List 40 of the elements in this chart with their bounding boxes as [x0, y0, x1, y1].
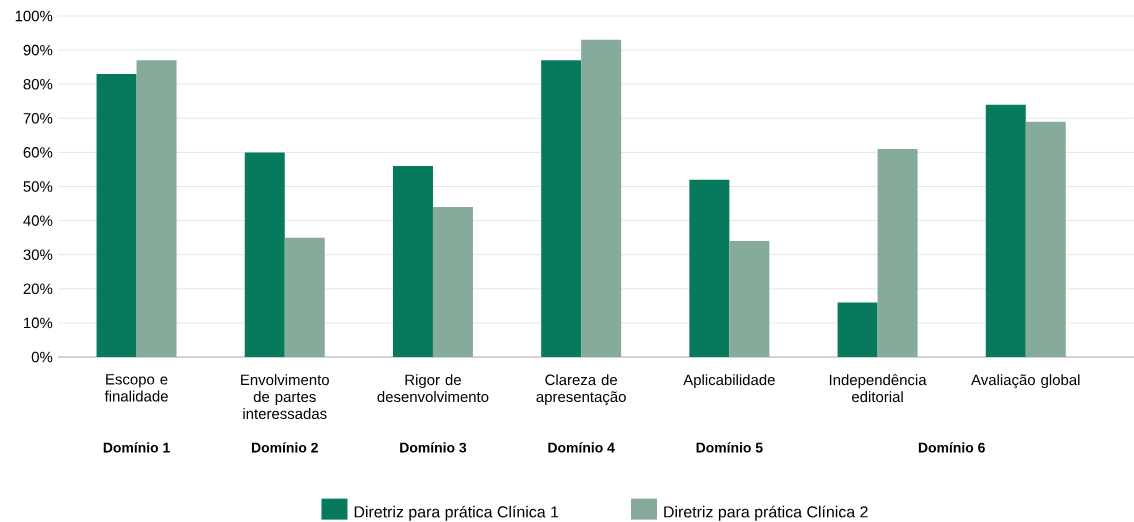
y-tick-label: 50% [23, 181, 53, 192]
text: Domínio 4 [548, 442, 615, 453]
y-tick-label: 80% [23, 78, 53, 90]
legend-label: Diretriz para prática Clínica 2 [664, 505, 868, 521]
x-tick-label: Rigor de desenvolvimento [377, 374, 489, 403]
bar [96, 73, 137, 357]
text: Domínio 6 [918, 442, 985, 453]
bar [729, 241, 770, 357]
y-tick-label: 40% [23, 215, 53, 226]
x-tick-label: Clareza de apresentação [536, 374, 626, 406]
y-tick-label: 10% [24, 317, 53, 329]
text: Domínio 1 [103, 442, 170, 453]
bar [244, 152, 285, 357]
bar [136, 60, 177, 357]
x-tick-label: Independência editorial [829, 374, 927, 403]
x-tick-label: Escopo e finalidade [104, 374, 168, 402]
y-tick-label: 100% [15, 10, 53, 22]
y-tick-label: 30% [23, 249, 53, 260]
y-tick-label: 20% [23, 283, 53, 295]
y-tick-label: 90% [23, 44, 53, 56]
bar [689, 179, 730, 357]
y-tick-label: 0% [31, 351, 53, 363]
text: Domínio 3 [400, 442, 467, 453]
bar [581, 39, 622, 357]
bar [432, 206, 473, 357]
x-tick-label: Avaliação global [971, 374, 1080, 389]
x-tick-label: Aplicabilidade [683, 374, 775, 389]
bar [1025, 121, 1066, 357]
legend-label: Diretriz para prática Clínica 1 [354, 505, 559, 521]
bar [392, 166, 433, 357]
bar [541, 60, 582, 357]
x-tick-label: Envolvimento de partes interessadas [241, 374, 329, 420]
bar [985, 104, 1026, 357]
bar [284, 237, 325, 357]
y-tick-label: 70% [23, 113, 53, 124]
text: Domínio 2 [251, 442, 318, 453]
bar [877, 148, 918, 357]
text: Domínio 5 [696, 442, 763, 453]
bar [837, 302, 878, 357]
y-tick-label: 60% [23, 147, 53, 158]
